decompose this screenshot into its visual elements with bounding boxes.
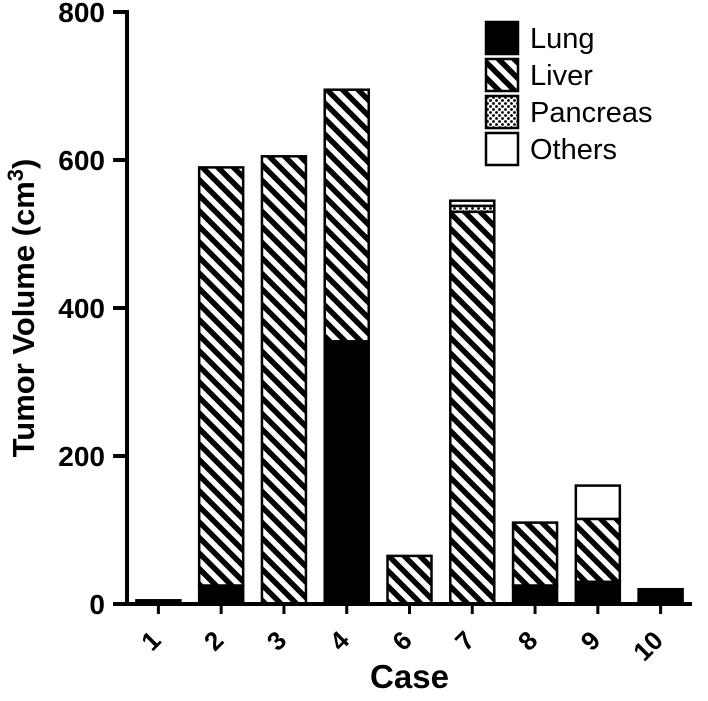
- y-tick-label: 600: [58, 145, 105, 176]
- y-axis-title: Tumor Volume (cm3): [3, 159, 41, 458]
- y-tick-label: 800: [58, 0, 105, 28]
- legend-swatch-lung: [484, 20, 520, 56]
- x-tick-label-case-10: 10: [627, 625, 669, 667]
- x-tick-label-case-9: 9: [575, 625, 606, 656]
- bar-segment-lung-case-8: [511, 584, 559, 606]
- legend-label-others: Others: [530, 134, 617, 166]
- y-tick-label: 200: [58, 441, 105, 472]
- bar-segment-lung-case-4: [323, 340, 370, 606]
- legend-swatch-pancreas: [484, 94, 520, 130]
- bar-segment-others-case-9: [574, 484, 622, 521]
- bar-segment-liver-case-8: [511, 521, 559, 587]
- bar-segment-lung-case-2: [197, 584, 245, 606]
- x-tick-label-case-1: 1: [135, 625, 166, 656]
- x-tick-label-case-4: 4: [324, 625, 356, 657]
- bar-segment-liver-case-7: [449, 210, 496, 606]
- chart-legend: Lung Liver Pancreas Others: [484, 20, 653, 167]
- x-tick-label-case-3: 3: [261, 625, 292, 656]
- legend-swatch-liver: [484, 57, 520, 93]
- bar-segment-lung-case-9: [574, 580, 622, 606]
- x-tick-label-case-8: 8: [512, 625, 543, 656]
- legend-swatch-others: [484, 131, 520, 167]
- y-tick-label: 0: [89, 589, 105, 620]
- legend-label-liver: Liver: [530, 60, 593, 92]
- legend-label-lung: Lung: [530, 23, 595, 55]
- x-tick-label-case-7: 7: [449, 625, 480, 656]
- bar-segment-liver-case-2: [197, 166, 245, 587]
- bar-segment-lung-case-10: [637, 587, 684, 606]
- x-tick-label-case-2: 2: [198, 625, 229, 656]
- bar-segment-liver-case-3: [260, 155, 308, 606]
- bar-segment-others-case-7: [449, 199, 496, 208]
- bar-segment-liver-case-4: [323, 88, 370, 343]
- y-tick-label: 400: [58, 293, 105, 324]
- x-tick-label-case-6: 6: [386, 625, 417, 656]
- x-axis-title: Case: [370, 658, 449, 695]
- bar-segment-liver-case-6: [386, 554, 433, 606]
- bars-layer: [135, 88, 684, 606]
- legend-label-pancreas: Pancreas: [530, 97, 653, 129]
- bar-segment-liver-case-9: [574, 517, 622, 584]
